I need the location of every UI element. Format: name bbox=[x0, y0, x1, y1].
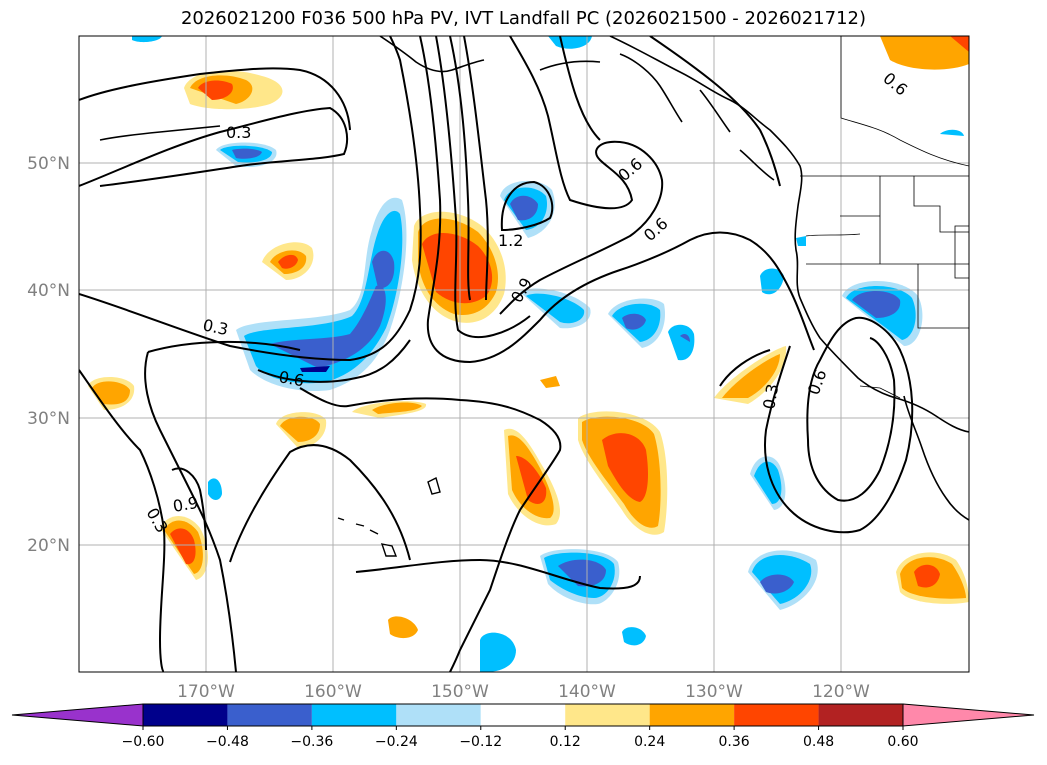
negative-anomaly bbox=[372, 250, 395, 289]
colorbar-segment bbox=[565, 704, 650, 726]
colorbar-tick-label: −0.24 bbox=[375, 734, 418, 750]
contour-label: 1.2 bbox=[498, 231, 523, 250]
positive-anomaly bbox=[722, 354, 780, 398]
contour-label: 0.3 bbox=[226, 123, 251, 142]
lat-tick-label: 40°N bbox=[27, 281, 70, 301]
negative-anomaly bbox=[622, 627, 646, 646]
colorbar-extend-low bbox=[11, 703, 144, 727]
colorbar-segment bbox=[480, 704, 566, 726]
lon-tick-label: 160°W bbox=[304, 682, 362, 702]
contour-label: 0.6 bbox=[277, 367, 305, 390]
colorbar-extend-high bbox=[902, 703, 1035, 727]
gridlines bbox=[79, 36, 969, 672]
negative-anomaly bbox=[668, 324, 695, 361]
negative-anomaly bbox=[796, 236, 806, 246]
lat-tick-label: 20°N bbox=[27, 536, 70, 556]
colorbar-frame bbox=[142, 703, 904, 727]
positive-anomaly bbox=[372, 402, 422, 414]
colorbar-tick-label: −0.12 bbox=[459, 734, 502, 750]
negative-anomaly bbox=[300, 366, 330, 372]
negative-anomaly bbox=[510, 195, 538, 221]
lon-tick-label: 140°W bbox=[558, 682, 616, 702]
negative-anomaly bbox=[132, 36, 162, 43]
positive-anomaly bbox=[602, 433, 648, 502]
lat-tick-label: 30°N bbox=[27, 409, 70, 429]
colorbar-segment bbox=[649, 704, 735, 726]
colorbar-tick-label: −0.36 bbox=[290, 734, 333, 750]
positive-anomaly bbox=[422, 232, 493, 304]
negative-anomaly bbox=[680, 334, 690, 342]
colorbar-tick-label: 0.36 bbox=[719, 734, 750, 750]
positive-anomaly bbox=[198, 80, 233, 100]
positive-anomaly bbox=[914, 564, 940, 588]
positive-anomaly bbox=[388, 616, 418, 639]
negative-anomaly bbox=[232, 148, 262, 159]
lon-tick-label: 150°W bbox=[431, 682, 489, 702]
colorbar-segment bbox=[143, 704, 228, 726]
islands bbox=[337, 476, 441, 557]
negative-anomaly bbox=[852, 291, 901, 318]
negative-anomaly bbox=[208, 478, 222, 500]
positive-anomaly bbox=[170, 528, 196, 565]
plot-area: 0.3 0.3 0.6 0.6 0.6 0.6 0.9 1.2 0.3 0.6 … bbox=[79, 36, 969, 672]
colorbar-segment bbox=[311, 704, 397, 726]
negative-anomaly bbox=[622, 313, 646, 330]
negative-anomaly bbox=[760, 268, 784, 295]
positive-anomaly bbox=[880, 36, 969, 70]
lon-axis: 170°W 160°W 150°W 140°W 130°W 120°W bbox=[177, 682, 870, 702]
colorbar-tick-label: 0.60 bbox=[887, 734, 918, 750]
lat-tick-label: 50°N bbox=[27, 154, 70, 174]
negative-anomaly bbox=[558, 559, 606, 587]
colorbar-tick-label: 0.12 bbox=[550, 734, 581, 750]
positive-anomaly bbox=[92, 381, 130, 405]
colorbar: −0.60 −0.48 −0.36 −0.24 −0.12 0.12 0.24 0.36 0.4… bbox=[11, 703, 1035, 750]
negative-anomaly bbox=[754, 461, 782, 504]
colorbar-segment bbox=[734, 704, 819, 726]
positive-anomaly bbox=[278, 254, 298, 269]
colorbar-tick-label: −0.60 bbox=[122, 734, 165, 750]
negative-anomaly bbox=[526, 293, 585, 324]
contour-label: 0.3 bbox=[201, 315, 230, 339]
map-frame bbox=[78, 35, 970, 673]
lon-tick-label: 120°W bbox=[812, 682, 870, 702]
contour-label: 0.9 bbox=[171, 493, 199, 516]
negative-anomaly bbox=[940, 129, 964, 136]
positive-anomaly bbox=[540, 376, 560, 388]
negative-anomaly bbox=[760, 574, 794, 594]
lat-axis: 20°N 30°N 40°N 50°N bbox=[27, 154, 70, 556]
colorbar-tick-label: −0.48 bbox=[206, 734, 249, 750]
positive-anomaly bbox=[950, 36, 969, 52]
colorbar-tick-label: 0.48 bbox=[803, 734, 834, 750]
political-borders bbox=[800, 36, 969, 399]
map-title: 2026021200 F036 500 hPa PV, IVT Landfall… bbox=[180, 8, 867, 29]
negative-anomaly bbox=[480, 632, 516, 672]
negative-anomaly bbox=[548, 36, 592, 49]
pv-contours bbox=[79, 36, 914, 672]
colorbar-segment bbox=[818, 704, 903, 726]
positive-anomaly bbox=[516, 456, 547, 504]
colorbar-tick-label: 0.24 bbox=[634, 734, 665, 750]
colorbar-segment bbox=[227, 704, 312, 726]
lon-tick-label: 130°W bbox=[685, 682, 743, 702]
contour-label: 0.3 bbox=[759, 382, 782, 410]
positive-anomaly bbox=[280, 416, 320, 442]
colorbar-segment bbox=[396, 704, 481, 726]
negative-anomaly bbox=[270, 285, 386, 368]
lon-tick-label: 170°W bbox=[177, 682, 235, 702]
